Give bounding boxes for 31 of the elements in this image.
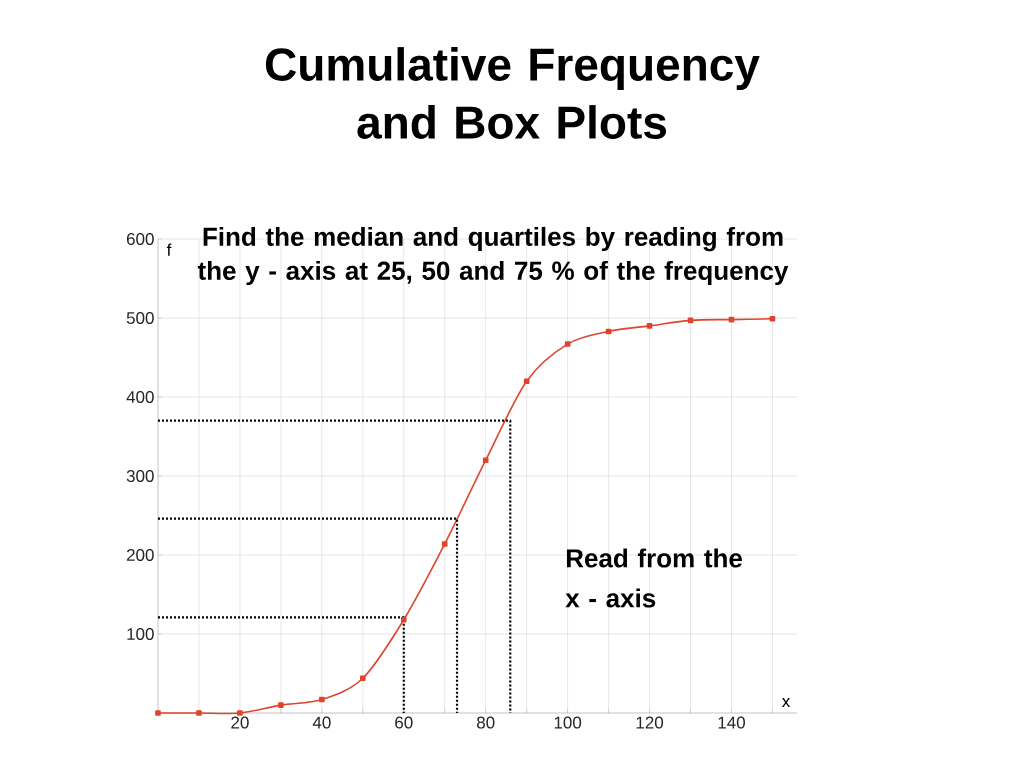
point bbox=[155, 710, 161, 716]
y-tick-label: 500 bbox=[126, 311, 154, 325]
x-tick-label: 120 bbox=[636, 716, 664, 729]
x-axis-title: x bbox=[781, 698, 791, 708]
x-tick-label: 40 bbox=[312, 716, 331, 729]
point bbox=[769, 315, 776, 322]
x-tick-label: 20 bbox=[231, 716, 249, 729]
y-tick-label: 300 bbox=[126, 469, 154, 483]
y-tick-label: 200 bbox=[126, 548, 154, 562]
point bbox=[319, 696, 325, 703]
point bbox=[646, 323, 653, 329]
y-tick-label: 600 bbox=[126, 232, 154, 246]
point bbox=[441, 541, 448, 547]
x-tick-label: 140 bbox=[718, 716, 745, 729]
chart-title: Cumulative Frequency and Box Plots bbox=[265, 47, 760, 139]
y-tick-label: 400 bbox=[126, 390, 154, 404]
point bbox=[360, 675, 366, 682]
y-axis-title: f bbox=[166, 243, 172, 256]
point bbox=[278, 702, 284, 708]
point bbox=[237, 710, 243, 716]
y-tick-label: 100 bbox=[127, 627, 154, 641]
x-tick-label: 60 bbox=[395, 716, 413, 729]
annotation: Read from the x - axis bbox=[565, 548, 742, 608]
point bbox=[523, 378, 530, 384]
point bbox=[482, 457, 489, 463]
point bbox=[196, 710, 202, 716]
annotation: Find the median and quartiles by reading from the y - axis at 25, 50 and 75 % of the frequency bbox=[197, 226, 789, 286]
x-tick-label: 100 bbox=[554, 716, 582, 729]
point bbox=[400, 616, 407, 623]
point bbox=[564, 341, 571, 347]
x-tick-label: 80 bbox=[476, 716, 495, 729]
